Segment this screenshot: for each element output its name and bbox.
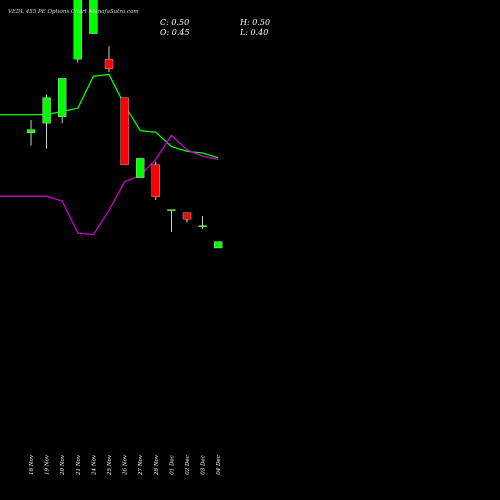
candle-04-dec: [214, 241, 223, 249]
candle-body: [151, 164, 160, 197]
candle-body: [26, 129, 36, 133]
indicator-lines: [0, 73, 219, 236]
chart-title: VEDL 455 PE Options Chart MunafaSutra.co…: [8, 9, 139, 15]
candle-body: [136, 158, 145, 178]
indicator-line-1: [0, 73, 219, 159]
open-value: O: 0.45: [160, 28, 190, 37]
candle-body: [42, 97, 51, 124]
candle-body: [73, 0, 82, 60]
low-value: L: 0.40: [240, 28, 269, 37]
high-value: H: 0.50: [240, 18, 271, 27]
x-tick-label: 04 Dec: [216, 455, 222, 475]
x-tick-label: 19 Nov: [45, 454, 51, 475]
x-tick-label: 24 Nov: [91, 454, 97, 476]
candle-body: [182, 212, 192, 220]
indicator-line-2: [0, 134, 219, 236]
candles: [26, 0, 223, 249]
candle-24-nov: [89, 0, 98, 34]
x-tick-label: 21 Nov: [76, 454, 82, 476]
candle-25-nov: [104, 46, 114, 72]
x-tick-label: 01 Dec: [169, 455, 175, 475]
x-tick-label: 27 Nov: [138, 454, 144, 476]
candle-20-nov: [58, 78, 67, 124]
x-tick-label: 26 Nov: [123, 454, 129, 476]
candle-26-nov: [120, 97, 129, 165]
candle-body: [104, 59, 114, 69]
candle-body: [214, 241, 223, 249]
x-tick-label: 02 Dec: [185, 455, 191, 475]
x-tick-label: 03 Dec: [201, 455, 207, 475]
candle-01-dec: [167, 209, 176, 232]
candle-19-nov: [42, 94, 51, 149]
candle-21-nov: [73, 0, 82, 63]
x-tick-label: 28 Nov: [154, 454, 160, 476]
candle-03-dec: [198, 216, 207, 229]
candle-body: [58, 78, 67, 117]
candle-body: [120, 97, 129, 165]
candle-body: [89, 0, 98, 34]
candle-28-nov: [151, 161, 160, 200]
candle-18-nov: [26, 120, 36, 146]
candle-body: [198, 225, 207, 227]
x-tick-label: 20 Nov: [60, 454, 66, 476]
x-tick-label: 25 Nov: [107, 454, 113, 476]
candle-27-nov: [136, 158, 145, 178]
candle-body: [167, 209, 176, 211]
close-value: C: 0.50: [160, 18, 190, 27]
x-tick-label: 18 Nov: [29, 454, 35, 475]
candle-02-dec: [182, 212, 192, 223]
x-axis-labels: 18 Nov 19 Nov 20 Nov 21 Nov 24 Nov 25 Nov 26 N…: [29, 454, 222, 476]
